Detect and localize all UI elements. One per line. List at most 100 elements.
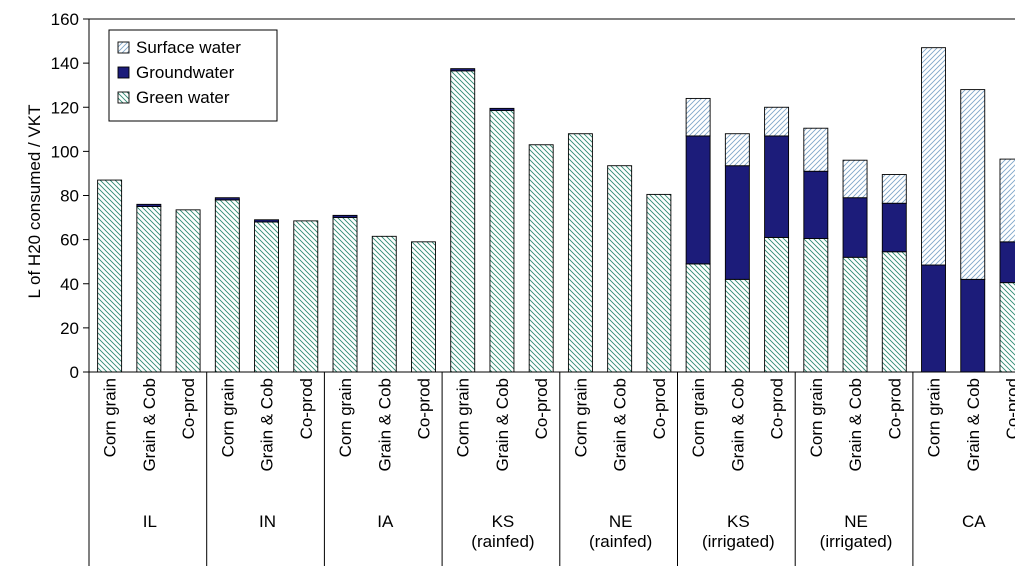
- x-group-label: (irrigated): [702, 532, 775, 551]
- bar-green-10: [489, 110, 515, 373]
- y-tick-label: 60: [60, 231, 79, 250]
- bar-surface-20: [881, 174, 907, 204]
- x-group-label: CA: [962, 512, 986, 531]
- bar-green-12: [567, 133, 593, 373]
- x-group-label: KS: [492, 512, 515, 531]
- legend-label-ground: Groundwater: [136, 63, 235, 82]
- bar-ground-22: [960, 278, 986, 373]
- bar-surface-17: [764, 106, 790, 137]
- y-tick-label: 140: [51, 54, 79, 73]
- bar-ground-15: [685, 135, 711, 265]
- x-group-label: IL: [143, 512, 157, 531]
- bar-ground-16: [724, 165, 750, 280]
- bar-surface-21: [921, 47, 946, 266]
- x-category-label: Grain & Cob: [964, 378, 983, 472]
- legend-box: [108, 29, 278, 122]
- x-group-label: (rainfed): [589, 532, 652, 551]
- bar-green-19: [842, 256, 868, 373]
- x-category-label: Grain & Cob: [258, 378, 277, 472]
- bar-ground-21: [921, 264, 946, 373]
- x-category-label: Corn grain: [925, 378, 944, 457]
- x-category-label: Co-prod: [885, 378, 904, 439]
- x-category-label: Corn grain: [454, 378, 473, 457]
- x-group-label: (irrigated): [820, 532, 893, 551]
- x-group-label: KS: [727, 512, 750, 531]
- bar-surface-18: [803, 127, 829, 172]
- y-tick-label: 80: [60, 187, 79, 206]
- x-category-label: Co-prod: [414, 378, 433, 439]
- bar-green-0: [97, 179, 123, 373]
- bar-surface-22: [960, 89, 986, 280]
- bar-ground-6: [332, 214, 358, 219]
- bar-green-3: [214, 199, 240, 373]
- bar-green-18: [803, 238, 829, 373]
- y-tick-label: 20: [60, 319, 79, 338]
- bar-green-1: [136, 206, 162, 373]
- bar-green-7: [371, 235, 397, 373]
- y-axis-title: L of H20 consumed / VKT: [25, 104, 44, 298]
- x-category-label: Corn grain: [101, 378, 120, 457]
- bar-green-14: [646, 193, 672, 373]
- y-tick-label: 160: [51, 10, 79, 29]
- x-category-label: Grain & Cob: [140, 378, 159, 472]
- x-category-label: Grain & Cob: [846, 378, 865, 472]
- y-tick-label: 0: [70, 363, 79, 382]
- x-category-label: Co-prod: [650, 378, 669, 439]
- y-tick-label: 120: [51, 98, 79, 117]
- x-category-label: Co-prod: [768, 378, 787, 439]
- legend-swatch-ground: [117, 66, 130, 79]
- bar-ground-17: [764, 135, 790, 238]
- legend-label-surface: Surface water: [136, 38, 241, 57]
- legend-label-green: Green water: [136, 88, 230, 107]
- bar-green-23: [999, 282, 1015, 373]
- bar-green-8: [411, 241, 436, 373]
- x-group-label: (rainfed): [471, 532, 534, 551]
- x-category-label: Co-prod: [1003, 378, 1015, 439]
- x-category-label: Corn grain: [571, 378, 590, 457]
- bar-green-20: [881, 251, 907, 373]
- bar-ground-18: [803, 170, 829, 239]
- legend: Surface water Groundwater Green water: [108, 29, 278, 122]
- bar-green-9: [450, 70, 476, 373]
- legend-swatch-green: [117, 91, 130, 104]
- x-group-label: NE: [609, 512, 633, 531]
- bar-green-15: [685, 263, 711, 373]
- x-category-label: Corn grain: [336, 378, 355, 457]
- bar-surface-19: [842, 159, 868, 199]
- axes: 0 20 40 60 80 100 120 140 160 L of H20 consumed /…: [25, 10, 1015, 566]
- y-tick-label: 100: [51, 142, 79, 161]
- x-group-label: IN: [259, 512, 276, 531]
- x-group-label: IA: [377, 512, 394, 531]
- x-group-label: NE: [844, 512, 868, 531]
- bar-ground-23: [999, 241, 1015, 284]
- bars: [97, 47, 1015, 373]
- bar-ground-3: [214, 197, 240, 201]
- x-category-label: Grain & Cob: [728, 378, 747, 472]
- x-category-label: Grain & Cob: [611, 378, 630, 472]
- bar-green-13: [607, 165, 633, 373]
- x-category-label: Corn grain: [218, 378, 237, 457]
- bar-surface-23: [999, 158, 1015, 243]
- bar-ground-10: [489, 107, 515, 112]
- bar-ground-1: [136, 203, 162, 207]
- bar-ground-20: [881, 202, 907, 253]
- x-category-label: Grain & Cob: [375, 378, 394, 472]
- bar-ground-9: [450, 68, 476, 72]
- x-category-label: Co-prod: [297, 378, 316, 439]
- bar-green-4: [254, 221, 280, 373]
- bar-surface-15: [685, 97, 711, 137]
- bar-green-6: [332, 217, 358, 373]
- x-category-label: Corn grain: [689, 378, 708, 457]
- x-category-label: Grain & Cob: [493, 378, 512, 472]
- bar-green-5: [293, 220, 319, 373]
- bar-green-16: [724, 278, 750, 373]
- bar-green-17: [764, 236, 790, 373]
- x-category-label: Co-prod: [179, 378, 198, 439]
- bar-ground-4: [254, 219, 280, 223]
- y-tick-label: 40: [60, 275, 79, 294]
- x-category-label: Co-prod: [532, 378, 551, 439]
- bar-green-11: [528, 144, 554, 373]
- bar-surface-16: [724, 133, 750, 167]
- legend-swatch-surface: [117, 41, 130, 54]
